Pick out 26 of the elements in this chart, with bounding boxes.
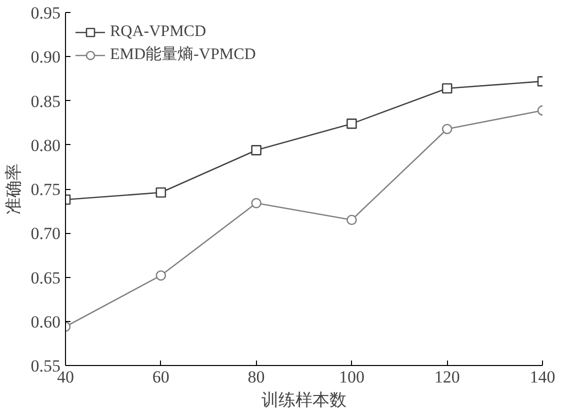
point bbox=[346, 118, 357, 129]
point bbox=[346, 214, 357, 226]
y-tick-label: 0.65 bbox=[30, 268, 60, 288]
point bbox=[156, 187, 166, 198]
y-tick-label: 0.70 bbox=[30, 224, 60, 244]
x-tick-label: 60 bbox=[152, 368, 170, 386]
x-axis-title: 训练样本数 bbox=[262, 390, 346, 410]
y-tick-label: 0.90 bbox=[30, 48, 60, 67]
y-axis-title: 准确率 bbox=[4, 164, 23, 214]
x-tick-label: 100 bbox=[338, 368, 364, 386]
x-tick-label: 120 bbox=[434, 368, 460, 386]
point bbox=[251, 145, 262, 156]
y-tick-label: 0.80 bbox=[30, 136, 60, 155]
point bbox=[442, 124, 452, 134]
x-tick-label: 80 bbox=[248, 368, 265, 386]
point bbox=[251, 198, 262, 208]
y-tick-label: 0.75 bbox=[30, 180, 60, 199]
point bbox=[442, 83, 452, 94]
y-tick-label: 0.85 bbox=[30, 92, 60, 111]
legend-label: EMD能量熵-VPMCD bbox=[110, 45, 256, 65]
y-tick-label: 0.55 bbox=[30, 356, 60, 376]
point bbox=[156, 270, 166, 281]
y-tick-label: 0.95 bbox=[30, 4, 60, 22]
y-tick-label: 0.60 bbox=[30, 312, 60, 332]
legend-label: RQA-VPMCD bbox=[110, 23, 206, 41]
x-tick-label: 140 bbox=[530, 368, 556, 386]
